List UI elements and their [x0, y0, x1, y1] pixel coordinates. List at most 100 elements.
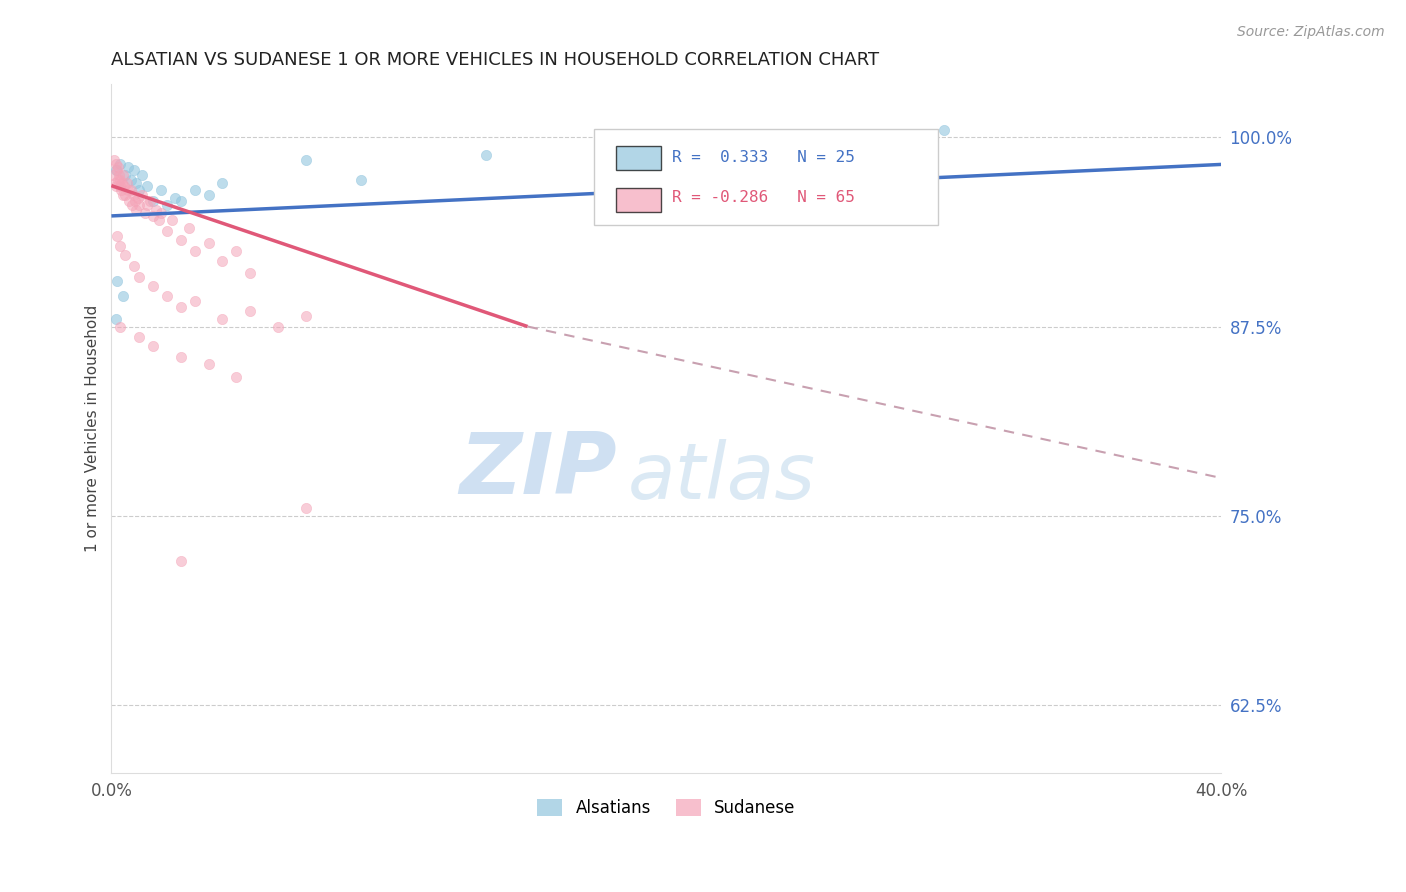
Point [104, 312, 127, 326]
Point [112, 178, 135, 193]
Point [120, 172, 142, 186]
FancyBboxPatch shape [616, 146, 661, 170]
Point [108, 239, 131, 253]
Point [267, 319, 290, 334]
Point [122, 163, 145, 178]
Point [105, 228, 128, 243]
Point [121, 198, 143, 212]
Point [211, 254, 233, 268]
Point [124, 194, 146, 208]
Point [183, 244, 205, 258]
Text: Source: ZipAtlas.com: Source: ZipAtlas.com [1237, 25, 1385, 39]
Point [294, 309, 316, 323]
Point [197, 187, 219, 202]
Legend: Alsatians, Sudanese: Alsatians, Sudanese [530, 792, 803, 823]
Point [128, 198, 150, 212]
Point [128, 269, 150, 284]
Point [127, 191, 149, 205]
Point [145, 202, 167, 217]
Point [105, 274, 128, 288]
Point [142, 339, 165, 353]
Point [104, 163, 127, 178]
Point [104, 176, 127, 190]
Point [101, 168, 124, 182]
Point [197, 358, 219, 372]
Text: ALSATIAN VS SUDANESE 1 OR MORE VEHICLES IN HOUSEHOLD CORRELATION CHART: ALSATIAN VS SUDANESE 1 OR MORE VEHICLES … [111, 51, 880, 69]
Point [105, 178, 128, 193]
Point [183, 183, 205, 197]
Point [131, 187, 153, 202]
Point [932, 122, 955, 136]
Point [128, 330, 150, 344]
Point [350, 172, 373, 186]
Point [170, 554, 193, 568]
Point [162, 213, 184, 227]
Point [131, 168, 153, 182]
Point [117, 183, 139, 197]
Point [111, 289, 134, 303]
Point [239, 267, 262, 281]
Point [107, 161, 129, 175]
Point [117, 161, 139, 175]
Point [156, 289, 179, 303]
Point [110, 183, 132, 197]
Point [142, 209, 165, 223]
Point [170, 233, 193, 247]
Point [120, 183, 142, 197]
FancyBboxPatch shape [616, 187, 661, 211]
Point [108, 168, 131, 182]
Text: R = -0.286   N = 65: R = -0.286 N = 65 [672, 190, 855, 205]
Point [114, 168, 136, 182]
Point [125, 202, 148, 217]
Point [197, 236, 219, 251]
Point [110, 172, 132, 186]
Point [170, 194, 193, 208]
Point [122, 259, 145, 273]
Point [225, 244, 247, 258]
Point [111, 176, 134, 190]
Point [128, 183, 150, 197]
Point [125, 176, 148, 190]
Text: ZIP: ZIP [458, 429, 616, 512]
Point [136, 178, 159, 193]
Point [142, 194, 165, 208]
Point [225, 369, 247, 384]
Point [104, 157, 127, 171]
Point [114, 248, 136, 262]
Point [111, 187, 134, 202]
Text: R =  0.333   N = 25: R = 0.333 N = 25 [672, 151, 855, 165]
Point [115, 176, 138, 190]
Point [211, 176, 233, 190]
FancyBboxPatch shape [595, 129, 938, 226]
Point [170, 350, 193, 364]
Point [183, 293, 205, 308]
Point [211, 312, 233, 326]
Point [108, 157, 131, 171]
Point [112, 168, 135, 182]
Point [177, 221, 200, 235]
Point [108, 178, 131, 193]
Y-axis label: 1 or more Vehicles in Household: 1 or more Vehicles in Household [86, 305, 100, 552]
Point [122, 187, 145, 202]
Point [114, 187, 136, 202]
Point [105, 163, 128, 178]
Point [294, 501, 316, 516]
Point [107, 172, 129, 186]
Point [148, 213, 170, 227]
Point [142, 278, 165, 293]
Text: atlas: atlas [627, 439, 815, 515]
Point [165, 191, 187, 205]
Point [475, 148, 498, 162]
Point [139, 194, 162, 208]
Point [108, 319, 131, 334]
Point [170, 300, 193, 314]
Point [136, 198, 159, 212]
Point [134, 206, 156, 220]
Point [118, 194, 141, 208]
Point [239, 304, 262, 318]
Point [156, 224, 179, 238]
Point [156, 198, 179, 212]
Point [103, 153, 125, 167]
Point [294, 153, 316, 167]
Point [150, 206, 173, 220]
